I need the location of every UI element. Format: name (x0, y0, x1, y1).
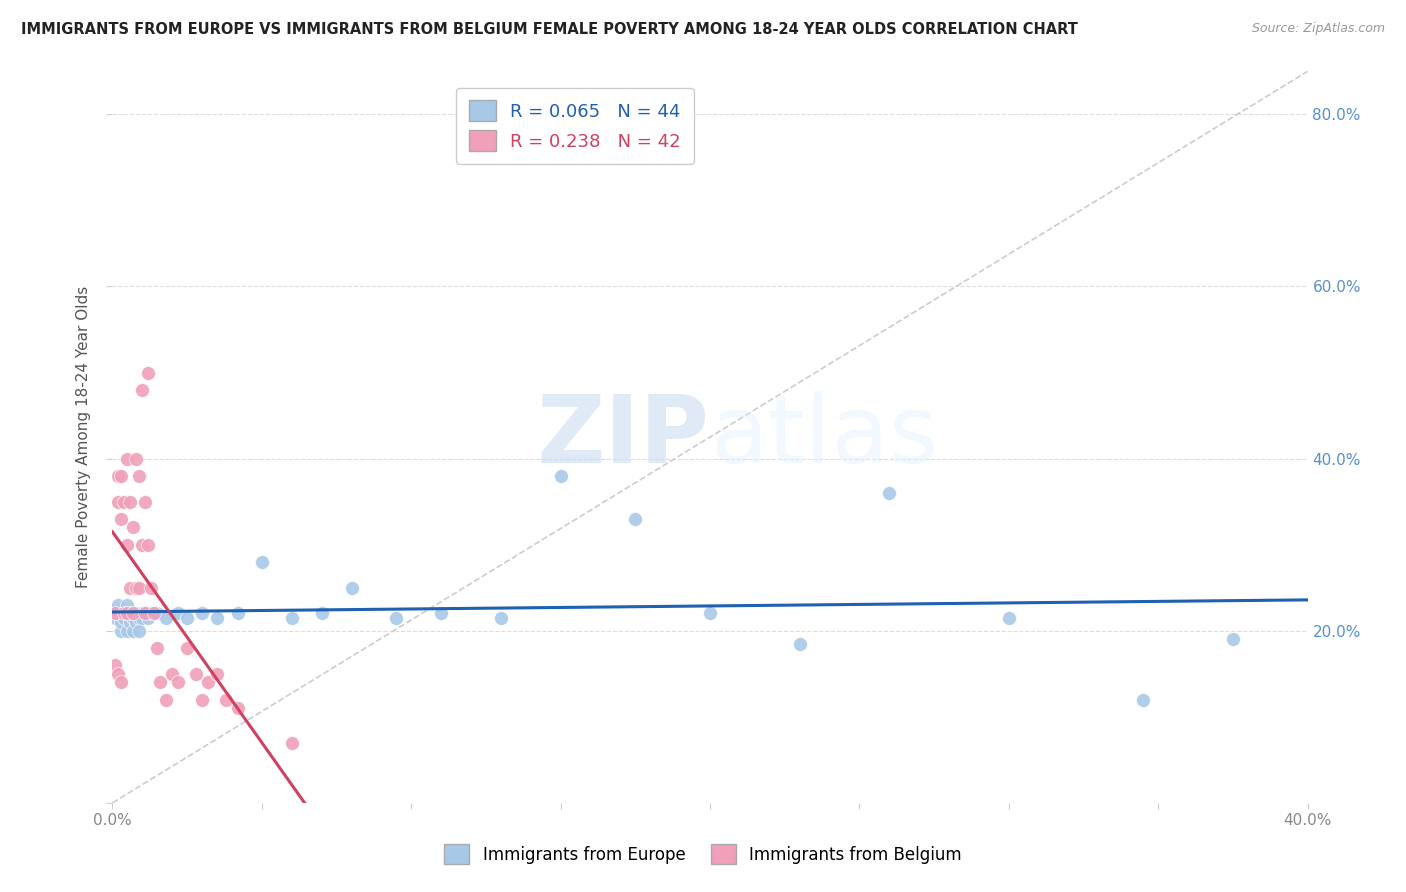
Text: ZIP: ZIP (537, 391, 710, 483)
Point (186, 666, 208, 681)
Point (131, 611, 153, 625)
Point (789, 637, 811, 651)
Point (122, 624, 145, 638)
Point (131, 607, 153, 621)
Point (125, 607, 148, 621)
Point (162, 666, 183, 681)
Point (197, 675, 219, 690)
Point (1222, 632, 1244, 647)
Point (385, 611, 408, 625)
Point (128, 581, 150, 595)
Text: Source: ZipAtlas.com: Source: ZipAtlas.com (1251, 22, 1385, 36)
Point (125, 451, 148, 466)
Point (134, 494, 156, 508)
Point (117, 598, 139, 612)
Point (489, 611, 512, 625)
Point (146, 640, 169, 655)
Point (1132, 692, 1154, 706)
Point (110, 624, 132, 638)
Point (281, 735, 304, 749)
Point (117, 538, 139, 552)
Point (134, 607, 156, 621)
Point (125, 581, 148, 595)
Point (998, 611, 1021, 625)
Point (215, 692, 238, 706)
Point (141, 581, 163, 595)
Point (117, 607, 139, 621)
Point (430, 607, 453, 621)
Point (167, 607, 190, 621)
Point (125, 615, 148, 629)
Point (110, 615, 132, 629)
Text: IMMIGRANTS FROM EUROPE VS IMMIGRANTS FROM BELGIUM FEMALE POVERTY AMONG 18-24 YEA: IMMIGRANTS FROM EUROPE VS IMMIGRANTS FRO… (21, 22, 1078, 37)
Point (110, 512, 132, 526)
Point (114, 611, 135, 625)
Point (107, 598, 129, 612)
Point (120, 615, 142, 629)
Point (114, 494, 135, 508)
Point (114, 607, 135, 621)
Point (155, 692, 177, 706)
Point (141, 607, 163, 621)
Point (128, 611, 150, 625)
Point (191, 607, 214, 621)
Point (107, 494, 129, 508)
Point (114, 607, 135, 621)
Point (138, 611, 160, 625)
Point (281, 611, 304, 625)
Point (311, 607, 333, 621)
Point (122, 611, 145, 625)
Point (128, 468, 150, 483)
Point (117, 451, 139, 466)
Point (131, 383, 153, 397)
Point (879, 486, 901, 500)
Point (146, 607, 169, 621)
Point (107, 468, 129, 483)
Point (138, 366, 160, 380)
Point (110, 675, 132, 690)
Point (176, 640, 198, 655)
Point (143, 607, 166, 621)
Point (205, 611, 228, 625)
Point (205, 666, 228, 681)
Y-axis label: Female Poverty Among 18-24 Year Olds: Female Poverty Among 18-24 Year Olds (76, 286, 91, 588)
Point (226, 607, 249, 621)
Point (104, 658, 127, 673)
Point (131, 538, 153, 552)
Point (120, 494, 142, 508)
Point (226, 701, 249, 715)
Text: atlas: atlas (710, 391, 938, 483)
Point (104, 611, 127, 625)
Point (107, 666, 129, 681)
Point (134, 607, 156, 621)
Point (122, 520, 145, 534)
Point (550, 468, 572, 483)
Point (110, 468, 132, 483)
Point (107, 607, 129, 621)
Legend: R = 0.065   N = 44, R = 0.238   N = 42: R = 0.065 N = 44, R = 0.238 N = 42 (456, 87, 693, 164)
Point (120, 581, 142, 595)
Point (128, 624, 150, 638)
Point (340, 581, 363, 595)
Point (624, 512, 647, 526)
Point (699, 607, 721, 621)
Point (176, 611, 198, 625)
Point (138, 538, 160, 552)
Point (250, 555, 273, 569)
Point (104, 607, 127, 621)
Point (191, 692, 214, 706)
Point (120, 607, 142, 621)
Legend: Immigrants from Europe, Immigrants from Belgium: Immigrants from Europe, Immigrants from … (437, 838, 969, 871)
Point (149, 675, 172, 690)
Point (155, 611, 177, 625)
Point (167, 675, 190, 690)
Point (122, 607, 145, 621)
Point (117, 624, 139, 638)
